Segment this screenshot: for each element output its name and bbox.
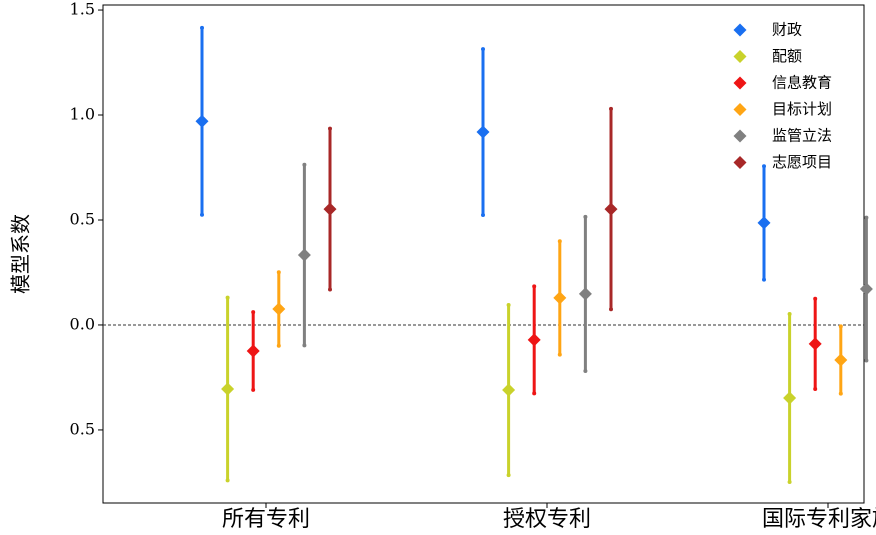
x-tick-label: 国际专利家族 [762,507,876,532]
marker [783,391,797,405]
marker [757,216,771,230]
legend-label: 监管立法 [772,127,832,145]
error-cap [787,312,792,317]
error-cap [200,25,204,30]
error-cap [302,343,307,348]
error-cap [251,387,256,392]
legend-marker [733,50,747,63]
legend-label: 信息教育 [772,74,832,92]
legend-label: 配额 [772,47,802,65]
error-cap [251,310,256,315]
error-cap [225,295,230,300]
error-cap [609,106,613,111]
error-cap [276,343,281,348]
error-cap [328,287,332,292]
marker [502,383,516,397]
error-cap [532,284,537,289]
marker [834,353,848,367]
y-tick-label: 0.5 [70,419,95,438]
marker [859,282,873,296]
y-axis-label: 模型系数 [9,214,33,294]
error-cap [813,296,818,301]
error-cap [328,126,332,131]
error-cap [838,324,843,329]
error-cap [787,480,792,485]
plot-frame [102,4,865,504]
marker [808,337,822,351]
marker [604,202,618,216]
y-tick-label: 0.0 [70,314,95,333]
error-cap [276,270,281,275]
error-cap [506,303,511,308]
y-tick-label: 0.5 [70,209,95,228]
marker [578,287,592,301]
error-cap [557,352,562,357]
error-cap [302,162,307,167]
error-cap [864,358,869,363]
marker [323,202,337,216]
marker [195,114,209,128]
legend-label: 志愿项目 [772,153,832,171]
x-tick-label: 授权专利 [503,507,591,532]
legend-marker [733,103,747,116]
error-cap [506,473,511,478]
error-cap [481,47,485,52]
legend-marker [733,156,747,169]
y-tick-label: 1.0 [70,105,95,124]
legend-marker [733,23,747,37]
marker [272,302,286,316]
error-cap [481,212,485,217]
legend-marker [733,76,747,90]
error-cap [225,478,230,483]
marker [221,382,235,396]
marker [527,333,541,347]
error-cap [583,368,588,373]
legend-marker [733,129,747,143]
error-cap [762,164,766,169]
marker [476,125,490,139]
marker [246,344,260,358]
marker [297,248,311,262]
error-cap [583,214,588,219]
error-cap [609,307,613,312]
error-cap [813,386,818,391]
y-tick-label: 1.5 [70,0,95,19]
legend-label: 目标计划 [772,100,832,118]
legend-label: 财政 [772,21,802,39]
error-cap [200,212,204,217]
error-cap [838,391,843,396]
error-cap [557,239,562,244]
x-tick-label: 所有专利 [222,507,310,532]
marker [553,291,567,305]
error-cap [864,215,869,220]
error-cap [762,277,766,282]
error-cap [532,391,537,396]
